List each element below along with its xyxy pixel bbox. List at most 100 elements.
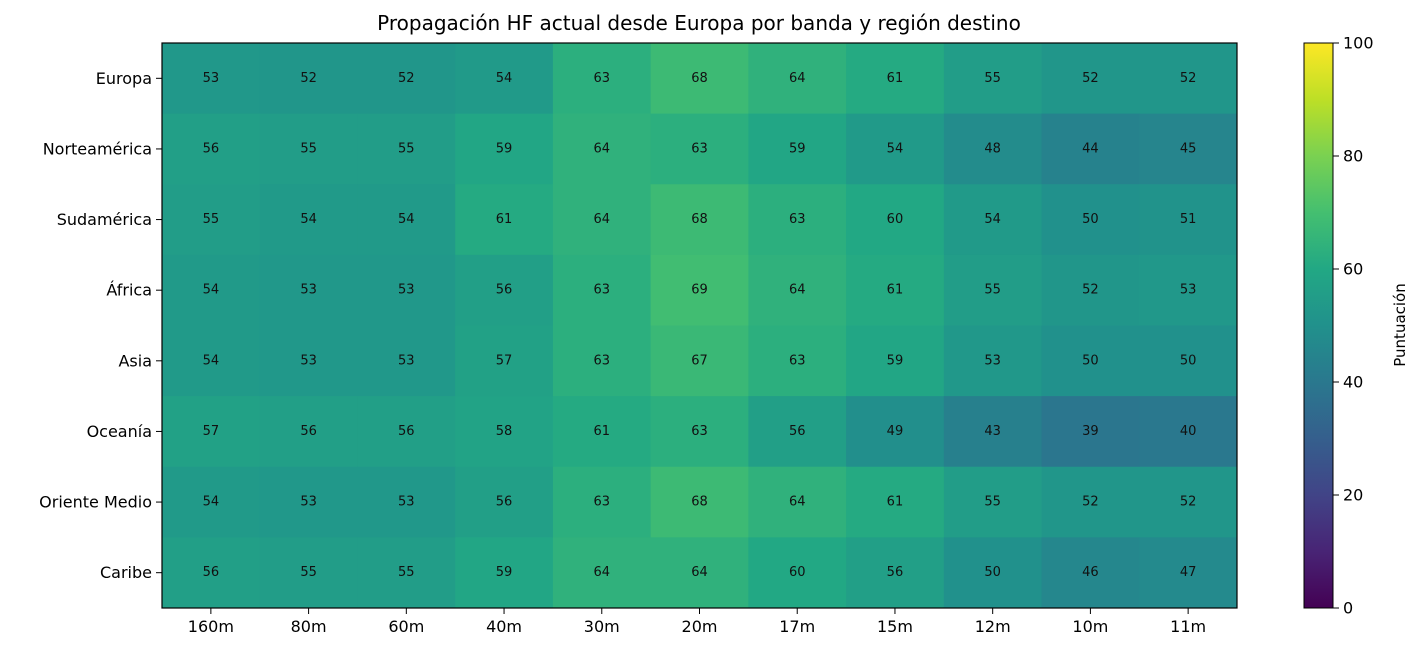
- heatmap-cell: [846, 113, 945, 185]
- cell-value-label: 55: [984, 283, 1001, 298]
- y-axis: Europa Norteamérica Sudamérica África Asia Oc…: [39, 69, 162, 582]
- cell-value-label: 53: [398, 283, 415, 298]
- heatmap-cell: [552, 254, 652, 326]
- x-tick-label: 30m: [584, 617, 620, 636]
- heatmap-cell: [455, 43, 554, 115]
- heatmap-cell: [943, 113, 1043, 185]
- heatmap-cell: [748, 466, 847, 538]
- x-tick-label: 12m: [975, 617, 1011, 636]
- colorbar-tick-label: 20: [1343, 486, 1363, 505]
- y-tick-label: Oceanía: [87, 422, 152, 441]
- heatmap-cell: [1041, 537, 1140, 609]
- heatmap-cell: [650, 43, 749, 115]
- heatmap-cell: [748, 396, 847, 468]
- cell-value-label: 45: [1180, 141, 1197, 156]
- heatmap-cell: [650, 184, 749, 256]
- heatmap-cell: [259, 254, 358, 326]
- heatmap-cell: [1139, 113, 1238, 185]
- cell-value-label: 60: [789, 565, 806, 580]
- cell-value-label: 61: [887, 495, 904, 510]
- heatmap-cell: [552, 43, 652, 115]
- heatmap-cell: [357, 113, 456, 185]
- heatmap-cell: [552, 396, 652, 468]
- heatmap-cell: [259, 325, 358, 397]
- cell-value-label: 53: [984, 353, 1001, 368]
- cell-value-label: 52: [398, 71, 415, 86]
- heatmap-cell: [943, 254, 1043, 326]
- cell-value-label: 56: [496, 495, 513, 510]
- cell-value-label: 52: [1180, 71, 1197, 86]
- heatmap-cell: [1041, 184, 1140, 256]
- cell-value-label: 55: [300, 565, 317, 580]
- cell-value-label: 64: [593, 212, 610, 227]
- heatmap-cell: [552, 537, 652, 609]
- heatmap-cell: [259, 466, 358, 538]
- heatmap-cell: [1139, 254, 1238, 326]
- heatmap-cell: [650, 396, 749, 468]
- cell-value-label: 49: [887, 424, 904, 439]
- colorbar-tick-label: 0: [1343, 599, 1353, 618]
- heatmap-cell: [748, 43, 847, 115]
- cell-value-label: 50: [1180, 353, 1197, 368]
- colorbar-ticks: 0 20 40 60 80 100: [1333, 34, 1374, 618]
- cell-value-label: 63: [691, 141, 708, 156]
- heatmap-cell: [1041, 113, 1140, 185]
- cell-value-label: 68: [691, 71, 708, 86]
- heatmap-cell: [846, 466, 945, 538]
- cell-value-label: 54: [496, 71, 513, 86]
- colorbar-label: Puntuación: [1391, 283, 1409, 366]
- cell-value-label: 53: [1180, 283, 1197, 298]
- heatmap-cell: [846, 254, 945, 326]
- cell-value-label: 44: [1082, 141, 1099, 156]
- heatmap-cell: [552, 184, 652, 256]
- heatmap-cell: [650, 113, 749, 185]
- heatmap-cell: [162, 396, 261, 468]
- cell-value-label: 54: [887, 141, 904, 156]
- cell-value-label: 52: [1082, 71, 1099, 86]
- heatmap-cell: [943, 325, 1043, 397]
- heatmap-cell: [552, 113, 652, 185]
- x-tick-label: 160m: [188, 617, 234, 636]
- heatmap-cell: [650, 325, 749, 397]
- heatmap-cells: [162, 43, 1238, 609]
- cell-value-label: 59: [496, 565, 513, 580]
- cell-value-label: 68: [691, 212, 708, 227]
- cell-value-label: 60: [887, 212, 904, 227]
- heatmap-cell: [357, 254, 456, 326]
- x-axis: 160m 80m 60m 40m 30m 20m 17m 15m 12m 10m 11m: [188, 608, 1206, 636]
- y-tick-label: Asia: [118, 351, 152, 370]
- cell-value-label: 50: [1082, 212, 1099, 227]
- heatmap-cell: [357, 184, 456, 256]
- cell-value-label: 63: [789, 353, 806, 368]
- heatmap-cell: [943, 184, 1043, 256]
- cell-value-label: 51: [1180, 212, 1197, 227]
- heatmap-cell: [1041, 254, 1140, 326]
- cell-value-label: 54: [300, 212, 317, 227]
- heatmap-cell: [259, 113, 358, 185]
- cell-value-label: 63: [789, 212, 806, 227]
- heatmap-cell: [162, 43, 261, 115]
- cell-value-label: 55: [984, 495, 1001, 510]
- x-tick-label: 40m: [486, 617, 522, 636]
- cell-value-label: 57: [203, 424, 220, 439]
- heatmap-cell-labels: 53 52 52 54 63 68 64 61 55 52 52 56 55 55 59 64 63 59 54 48…: [203, 71, 1197, 580]
- heatmap-cell: [650, 254, 749, 326]
- cell-value-label: 53: [398, 495, 415, 510]
- heatmap-cell: [357, 396, 456, 468]
- cell-value-label: 55: [203, 212, 220, 227]
- heatmap-cell: [455, 396, 554, 468]
- cell-value-label: 47: [1180, 565, 1197, 580]
- cell-value-label: 40: [1180, 424, 1197, 439]
- heatmap-cell: [357, 537, 456, 609]
- cell-value-label: 64: [789, 71, 806, 86]
- colorbar-tick-label: 40: [1343, 373, 1363, 392]
- heatmap-cell: [357, 325, 456, 397]
- cell-value-label: 52: [1082, 495, 1099, 510]
- cell-value-label: 55: [300, 141, 317, 156]
- heatmap-cell: [846, 43, 945, 115]
- cell-value-label: 53: [203, 71, 220, 86]
- cell-value-label: 53: [300, 495, 317, 510]
- cell-value-label: 52: [300, 71, 317, 86]
- cell-value-label: 57: [496, 353, 513, 368]
- cell-value-label: 53: [300, 353, 317, 368]
